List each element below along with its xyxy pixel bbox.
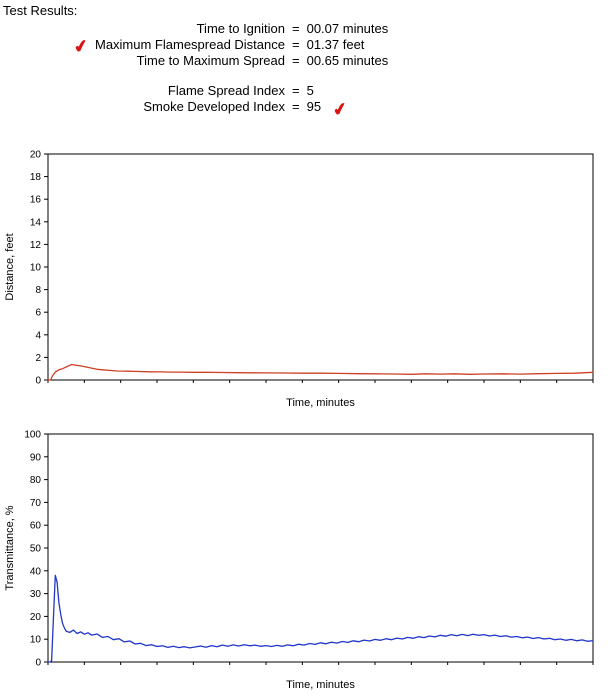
result-label: Flame Spread Index bbox=[167, 83, 285, 98]
svg-text:Distance, feet: Distance, feet bbox=[4, 233, 16, 300]
svg-text:4: 4 bbox=[35, 330, 41, 341]
result-value: 95 bbox=[306, 99, 322, 114]
spacer bbox=[55, 69, 388, 83]
smoke-transmittance-chart: 0 10 20 30 40 50 60 70 80 90 100 Time, minutes Trans… bbox=[4, 430, 594, 691]
svg-text:0: 0 bbox=[35, 658, 41, 669]
result-value: 00.07 minutes bbox=[306, 21, 389, 36]
svg-text:Time, minutes: Time, minutes bbox=[286, 397, 355, 409]
svg-text:10: 10 bbox=[30, 263, 42, 274]
svg-text:2: 2 bbox=[35, 353, 41, 364]
svg-text:18: 18 bbox=[30, 172, 42, 183]
handwritten-check-icon: ✔ bbox=[331, 98, 350, 121]
result-value: 01.37 feet bbox=[306, 37, 365, 52]
result-row: Flame Spread Index = 5 bbox=[55, 83, 388, 99]
svg-text:70: 70 bbox=[30, 498, 42, 509]
svg-text:40: 40 bbox=[30, 566, 42, 577]
equals-sign: = bbox=[292, 37, 300, 52]
svg-text:6: 6 bbox=[35, 308, 41, 319]
result-label: Smoke Developed Index bbox=[143, 99, 285, 114]
svg-text:12: 12 bbox=[30, 240, 42, 251]
results-block: Time to Ignition = 00.07 minutes ✔ Maximu… bbox=[55, 21, 389, 121]
svg-text:Transmittance, %: Transmittance, % bbox=[4, 505, 16, 590]
equals-sign: = bbox=[292, 53, 300, 68]
svg-text:50: 50 bbox=[30, 544, 42, 555]
svg-text:60: 60 bbox=[30, 521, 42, 532]
svg-text:100: 100 bbox=[24, 430, 41, 441]
svg-text:16: 16 bbox=[30, 195, 42, 206]
result-row: Time to Ignition = 00.07 minutes bbox=[55, 21, 389, 37]
result-value: 00.65 minutes bbox=[306, 53, 389, 68]
result-row: ✔ Maximum Flamespread Distance = 01.37 fe… bbox=[55, 35, 388, 58]
svg-text:20: 20 bbox=[30, 150, 42, 161]
svg-text:20: 20 bbox=[30, 612, 42, 623]
equals-sign: = bbox=[292, 99, 300, 114]
handwritten-check-icon: ✔ bbox=[71, 35, 90, 58]
result-label: Time to Ignition bbox=[196, 21, 285, 36]
equals-sign: = bbox=[292, 83, 300, 98]
result-value: 5 bbox=[306, 83, 314, 98]
svg-text:8: 8 bbox=[35, 285, 41, 296]
svg-text:90: 90 bbox=[30, 452, 42, 463]
svg-text:30: 30 bbox=[30, 589, 42, 600]
result-label: Maximum Flamespread Distance bbox=[94, 37, 285, 52]
svg-text:80: 80 bbox=[30, 475, 42, 486]
svg-text:10: 10 bbox=[30, 635, 42, 646]
result-label: Time to Maximum Spread bbox=[136, 53, 285, 68]
result-row: Smoke Developed Index = 95 ✔ bbox=[55, 98, 388, 121]
page-title: Test Results: bbox=[3, 3, 78, 18]
flamespread-distance-chart: 0 2 4 6 8 10 12 14 16 18 20 Time, minutes Distance, … bbox=[4, 150, 594, 409]
svg-text:0: 0 bbox=[35, 376, 41, 387]
svg-text:14: 14 bbox=[30, 217, 42, 228]
svg-text:Time, minutes: Time, minutes bbox=[286, 679, 355, 691]
result-row: Time to Maximum Spread = 00.65 minutes bbox=[55, 53, 389, 69]
equals-sign: = bbox=[292, 21, 300, 36]
